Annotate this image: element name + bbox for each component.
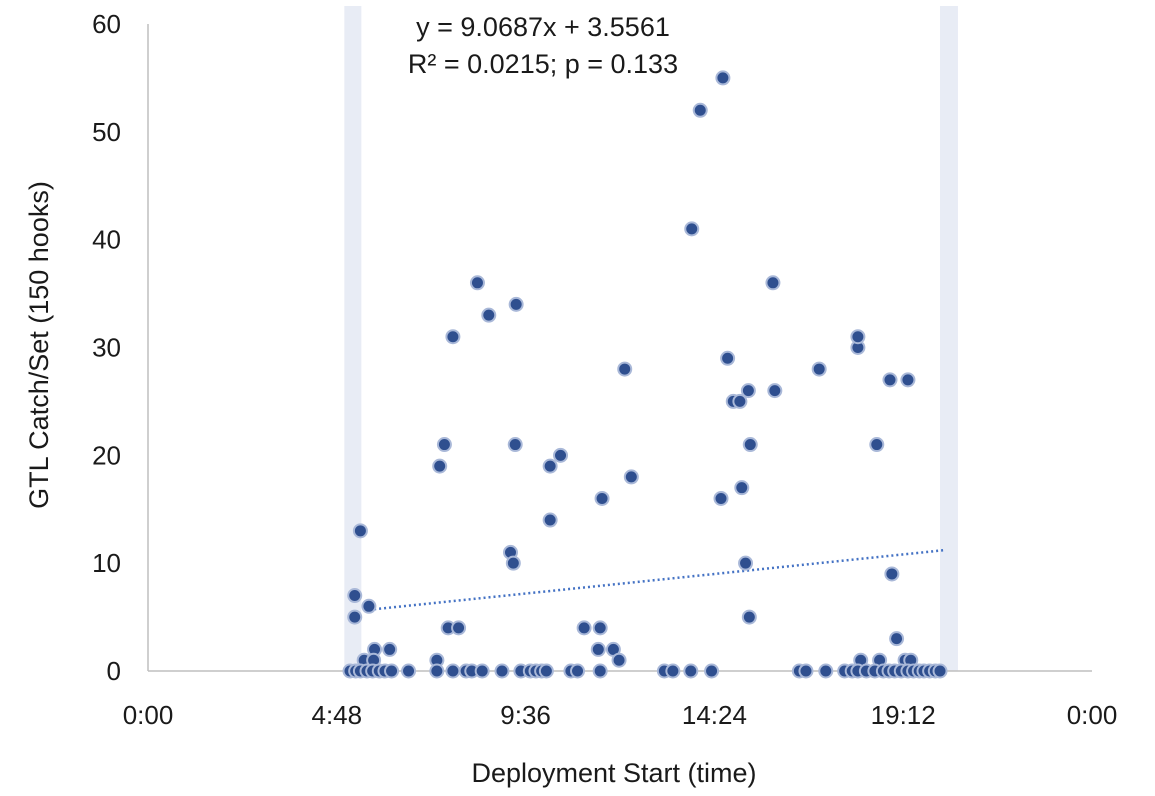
- data-point: [932, 663, 948, 679]
- data-point: [507, 437, 523, 453]
- data-point: [798, 663, 814, 679]
- data-point: [734, 480, 750, 496]
- data-point: [542, 458, 558, 474]
- data-point: [481, 307, 497, 323]
- trendline-equation: y = 9.0687x + 3.5561 R² = 0.0215; p = 0.…: [408, 12, 678, 79]
- data-point: [508, 296, 524, 312]
- data-point: [684, 221, 700, 237]
- data-point: [382, 641, 398, 657]
- data-point: [469, 275, 485, 291]
- trendline-stats-text: R² = 0.0215; p = 0.133: [408, 49, 678, 79]
- x-tick-label: 19:12: [871, 700, 936, 730]
- data-point: [765, 275, 781, 291]
- shaded-bands: [344, 6, 958, 671]
- data-point: [347, 609, 363, 625]
- data-point: [715, 70, 731, 86]
- data-point: [570, 663, 586, 679]
- data-point: [617, 361, 633, 377]
- data-point: [742, 437, 758, 453]
- data-point: [692, 102, 708, 118]
- data-point: [592, 620, 608, 636]
- y-tick-label: 60: [92, 9, 121, 39]
- data-point: [683, 663, 699, 679]
- data-point: [445, 329, 461, 345]
- x-tick-label: 0:00: [1067, 700, 1118, 730]
- data-point: [767, 383, 783, 399]
- data-point: [850, 329, 866, 345]
- data-point: [732, 393, 748, 409]
- data-point: [594, 490, 610, 506]
- y-tick-label: 0: [107, 656, 121, 686]
- data-point: [889, 631, 905, 647]
- data-point: [451, 620, 467, 636]
- trendline-group: [364, 548, 944, 612]
- y-tick-label: 50: [92, 117, 121, 147]
- data-point: [611, 652, 627, 668]
- data-point: [432, 458, 448, 474]
- data-point: [884, 566, 900, 582]
- data-point: [505, 555, 521, 571]
- shaded-band-2: [940, 6, 958, 671]
- data-point: [704, 663, 720, 679]
- data-point: [401, 663, 417, 679]
- shaded-band-1: [344, 6, 362, 671]
- data-point: [384, 663, 400, 679]
- data-point: [553, 447, 569, 463]
- data-point: [542, 512, 558, 528]
- data-point: [811, 361, 827, 377]
- data-point: [592, 663, 608, 679]
- data-point: [352, 523, 368, 539]
- data-point: [576, 620, 592, 636]
- data-point: [474, 663, 490, 679]
- data-points: [342, 70, 948, 679]
- data-point: [494, 663, 510, 679]
- x-axis-title: Deployment Start (time): [471, 758, 756, 788]
- y-tick-label: 10: [92, 548, 121, 578]
- x-tick-label: 14:24: [682, 700, 747, 730]
- trendline: [364, 548, 944, 612]
- x-tick-label: 4:48: [311, 700, 362, 730]
- data-point: [720, 350, 736, 366]
- data-point: [361, 598, 377, 614]
- y-tick-label: 40: [92, 225, 121, 255]
- y-tick-labels: 0 10 20 30 40 50 60: [92, 9, 121, 686]
- x-tick-label: 9:36: [500, 700, 551, 730]
- data-point: [869, 437, 885, 453]
- data-point: [741, 609, 757, 625]
- data-point: [538, 663, 554, 679]
- data-point: [713, 490, 729, 506]
- data-point: [445, 663, 461, 679]
- data-point: [590, 641, 606, 657]
- data-point: [740, 383, 756, 399]
- trendline-equation-text: y = 9.0687x + 3.5561: [416, 12, 670, 42]
- y-axis-title: GTL Catch/Set (150 hooks): [24, 181, 54, 509]
- data-point: [900, 372, 916, 388]
- data-point: [347, 588, 363, 604]
- data-point: [818, 663, 834, 679]
- y-tick-label: 20: [92, 440, 121, 470]
- data-point: [429, 663, 445, 679]
- x-tick-labels: 0:00 4:48 9:36 14:24 19:12 0:00: [123, 700, 1118, 730]
- x-tick-label: 0:00: [123, 700, 174, 730]
- data-point: [665, 663, 681, 679]
- data-point: [738, 555, 754, 571]
- y-tick-label: 30: [92, 333, 121, 363]
- data-point: [623, 469, 639, 485]
- data-point: [436, 437, 452, 453]
- data-point: [882, 372, 898, 388]
